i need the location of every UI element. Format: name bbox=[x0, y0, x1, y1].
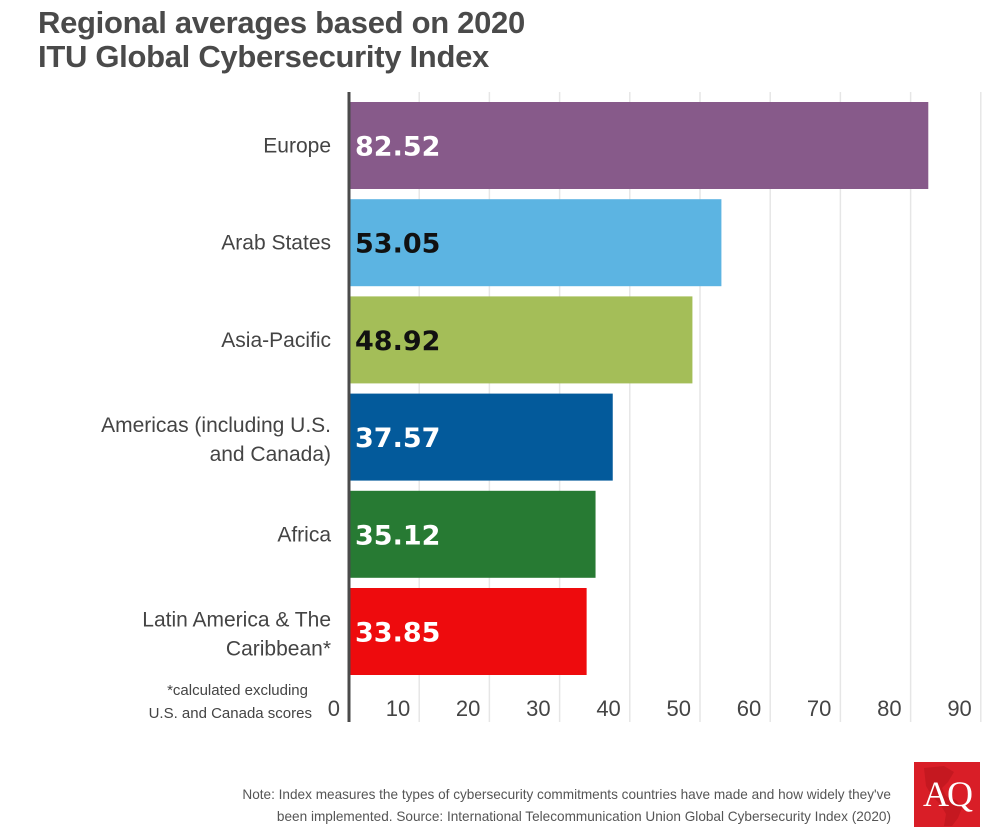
category-label-5-line-2: Caribbean* bbox=[226, 638, 331, 661]
x-tick-label-10: 10 bbox=[386, 696, 410, 721]
chart-title-line-2: ITU Global Cybersecurity Index bbox=[38, 39, 489, 74]
x-tick-label-20: 20 bbox=[456, 696, 480, 721]
bars: 82.52 53.05 48.92 37.57 35.12 33.85 bbox=[350, 102, 929, 675]
bar-value-label-4: 35.12 bbox=[355, 520, 440, 551]
source-note: Note: Index measures the types of cybers… bbox=[131, 784, 891, 828]
bar-3 bbox=[350, 393, 613, 481]
footnote-line-2: U.S. and Canada scores bbox=[149, 705, 312, 722]
category-label-0: Europe bbox=[263, 135, 331, 158]
source-note-line-2: been implemented. Source: International … bbox=[276, 809, 891, 824]
x-tick-label-70: 70 bbox=[807, 696, 831, 721]
chart-title-line-1: Regional averages based on 2020 bbox=[38, 5, 525, 40]
x-tick-label-80: 80 bbox=[877, 696, 901, 721]
x-tick-label-60: 60 bbox=[737, 696, 761, 721]
aq-logo: AQ bbox=[914, 762, 980, 827]
x-tick-label-90: 90 bbox=[947, 696, 971, 721]
bar-2 bbox=[350, 296, 693, 384]
category-label-2: Asia-Pacific bbox=[221, 329, 331, 352]
source-note-line-1: Note: Index measures the types of cybers… bbox=[242, 787, 891, 802]
bar-0 bbox=[350, 102, 929, 189]
x-tick-label-40: 40 bbox=[596, 696, 620, 721]
bar-5 bbox=[350, 588, 587, 675]
x-tick-label-50: 50 bbox=[667, 696, 691, 721]
bar-value-label-1: 53.05 bbox=[355, 229, 440, 260]
x-tick-labels: 0 10 20 30 40 50 60 70 80 90 bbox=[328, 696, 972, 721]
category-label-3-line-1: Americas (including U.S. bbox=[101, 414, 331, 437]
category-label-3-line-2: and Canada) bbox=[210, 443, 331, 466]
x-tick-label-30: 30 bbox=[526, 696, 550, 721]
americas-map-icon bbox=[924, 766, 962, 826]
bar-value-label-5: 33.85 bbox=[355, 618, 440, 649]
bar-value-label-2: 48.92 bbox=[355, 326, 440, 357]
chart-title: Regional averages based on 2020 ITU Glob… bbox=[38, 6, 525, 74]
bar-value-label-3: 37.57 bbox=[355, 423, 440, 454]
bar-value-label-0: 82.52 bbox=[355, 132, 440, 163]
category-label-4: Africa bbox=[277, 523, 331, 546]
category-label-5-line-1: Latin America & The bbox=[142, 609, 331, 632]
bar-chart: 82.52 53.05 48.92 37.57 35.12 33.85 Europe Ara… bbox=[101, 92, 982, 722]
bar-4 bbox=[350, 490, 596, 578]
category-labels: Europe Arab States Asia-Pacific Americas (i… bbox=[101, 135, 331, 661]
x-tick-label-0: 0 bbox=[328, 696, 340, 721]
footnote-line-1: *calculated excluding bbox=[167, 682, 308, 699]
logo-text: AQ bbox=[923, 774, 973, 814]
bar-1 bbox=[350, 199, 722, 287]
category-label-1: Arab States bbox=[221, 232, 331, 255]
